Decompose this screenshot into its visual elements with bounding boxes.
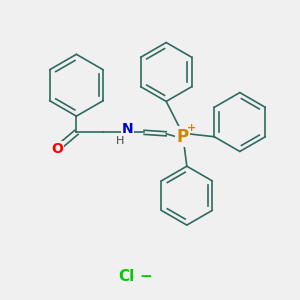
Text: O: O — [51, 142, 63, 155]
Text: P: P — [176, 128, 188, 146]
Text: +: + — [187, 123, 196, 133]
Text: Cl: Cl — [118, 269, 135, 284]
Text: N: N — [122, 122, 134, 136]
Text: −: − — [139, 269, 152, 284]
Text: H: H — [116, 136, 124, 146]
